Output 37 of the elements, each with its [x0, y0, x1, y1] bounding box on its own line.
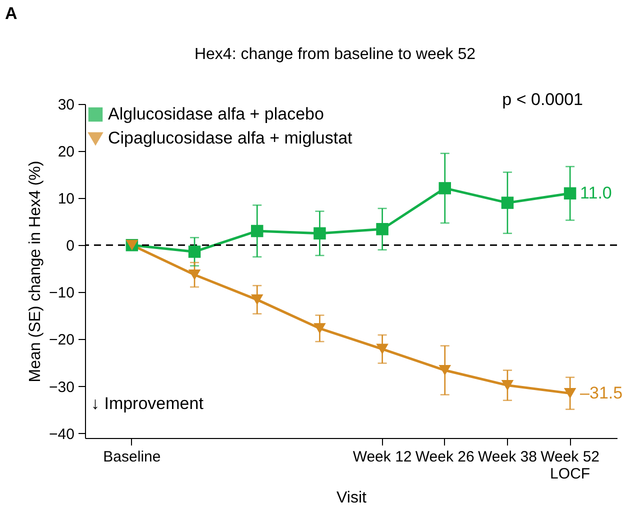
- x-tick-label: Week 26: [415, 448, 474, 466]
- x-tick-label: Week 52 LOCF: [540, 448, 600, 482]
- point: [564, 187, 576, 200]
- legend-label: Alglucosidase alfa + placebo: [108, 104, 324, 124]
- point: [438, 364, 452, 376]
- point: [501, 380, 514, 391]
- point: [250, 294, 264, 305]
- y-tick-label: −40: [49, 426, 74, 443]
- point: [438, 182, 452, 194]
- point: [564, 388, 576, 399]
- x-tick-label: Week 38: [478, 448, 537, 466]
- text: A: [5, 4, 18, 23]
- data-label: 11.0: [580, 183, 612, 202]
- x-axis-title: Visit: [336, 490, 368, 506]
- y-tick-label: −30: [49, 378, 74, 396]
- x-tick-label: Baseline: [103, 448, 161, 466]
- point: [314, 323, 326, 334]
- point: [188, 269, 201, 280]
- point: [188, 246, 201, 258]
- y-tick-label: 20: [58, 144, 74, 161]
- y-tick-label: −10: [49, 284, 74, 302]
- point: [376, 344, 388, 354]
- point: [376, 223, 388, 236]
- point: [501, 196, 514, 209]
- chart-title: Hex4: change from baseline to week 52: [194, 46, 476, 63]
- legend-label: Cipaglucosidase alfa + miglustat: [108, 128, 353, 148]
- data-label: –31.5: [580, 383, 623, 402]
- y-tick-label: 0: [66, 238, 74, 255]
- y-axis-title: Mean (SE) change in Hex4 (%): [27, 160, 44, 382]
- annotation: p < 0.0001: [502, 90, 583, 109]
- y-tick-label: −20: [49, 332, 74, 349]
- point: [314, 227, 326, 240]
- x-tick-label: Week 12: [352, 448, 412, 466]
- point: [250, 224, 264, 238]
- y-tick-label: 10: [58, 190, 74, 208]
- annotation: ↓ Improvement: [91, 394, 204, 413]
- y-tick-label: 30: [58, 96, 74, 114]
